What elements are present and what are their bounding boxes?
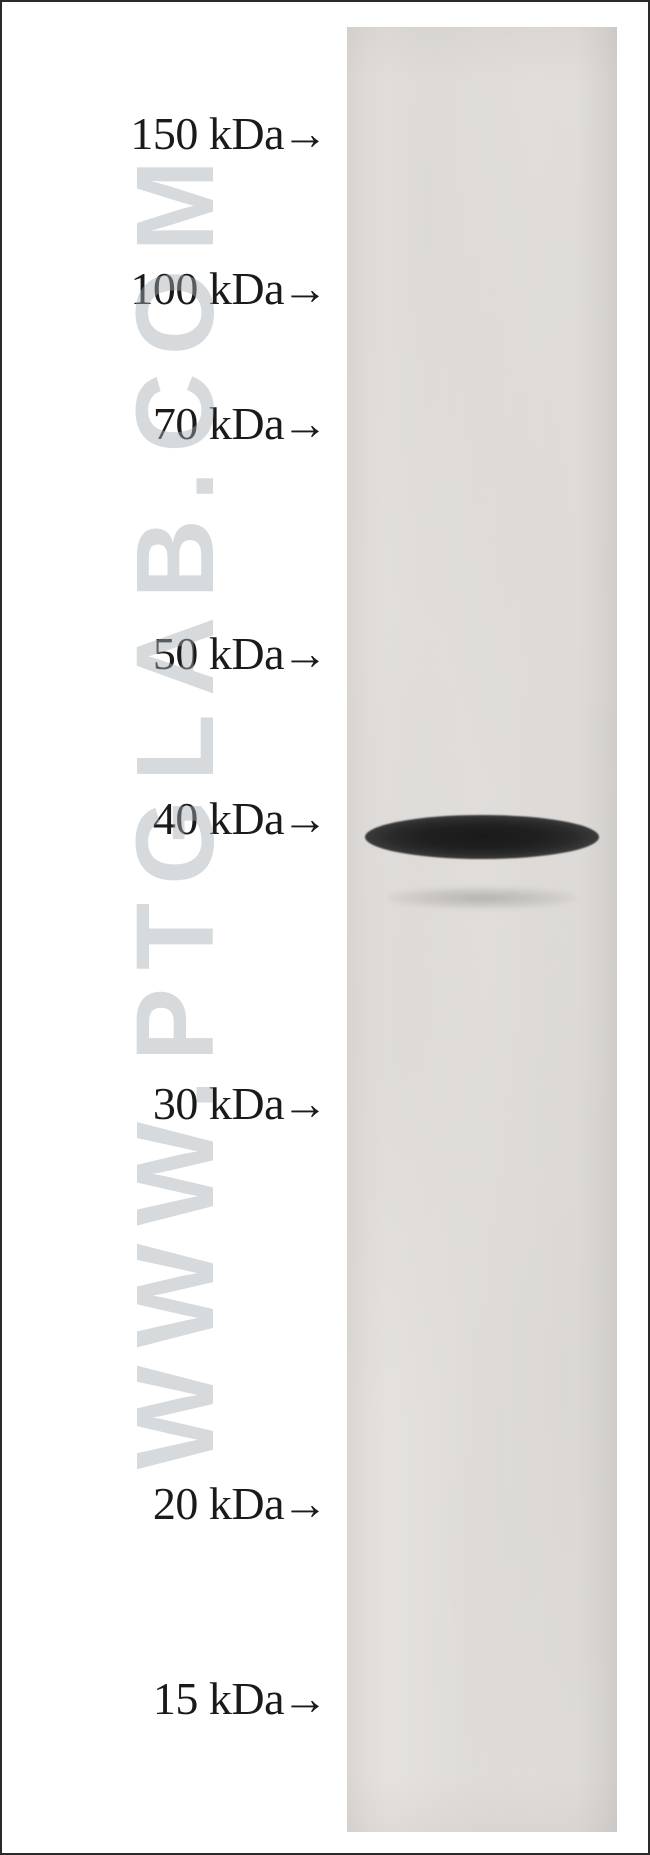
arrow-icon: → bbox=[282, 627, 328, 680]
blot-lane bbox=[347, 27, 617, 1832]
protein-band-faint bbox=[387, 887, 577, 909]
mw-marker-label: 50 kDa bbox=[153, 627, 284, 680]
mw-marker-20: 20 kDa→ bbox=[153, 1477, 328, 1530]
arrow-icon: → bbox=[282, 107, 328, 160]
mw-marker-label: 15 kDa bbox=[153, 1672, 284, 1725]
mw-marker-50: 50 kDa→ bbox=[153, 627, 328, 680]
mw-marker-label: 100 kDa bbox=[130, 262, 284, 315]
mw-marker-70: 70 kDa→ bbox=[153, 397, 328, 450]
arrow-icon: → bbox=[282, 262, 328, 315]
mw-marker-label: 70 kDa bbox=[153, 397, 284, 450]
mw-marker-label: 40 kDa bbox=[153, 792, 284, 845]
mw-marker-150: 150 kDa→ bbox=[130, 107, 328, 160]
mw-marker-label: 30 kDa bbox=[153, 1077, 284, 1130]
western-blot-figure: 150 kDa→ 100 kDa→ 70 kDa→ 50 kDa→ 40 kDa… bbox=[0, 0, 650, 1855]
mw-marker-100: 100 kDa→ bbox=[130, 262, 328, 315]
mw-marker-40: 40 kDa→ bbox=[153, 792, 328, 845]
mw-marker-30: 30 kDa→ bbox=[153, 1077, 328, 1130]
protein-band-main bbox=[365, 815, 599, 859]
mw-marker-label: 20 kDa bbox=[153, 1477, 284, 1530]
mw-marker-label: 150 kDa bbox=[130, 107, 284, 160]
arrow-icon: → bbox=[282, 1077, 328, 1130]
arrow-icon: → bbox=[282, 397, 328, 450]
arrow-icon: → bbox=[282, 792, 328, 845]
arrow-icon: → bbox=[282, 1672, 328, 1725]
mw-marker-15: 15 kDa→ bbox=[153, 1672, 328, 1725]
arrow-icon: → bbox=[282, 1477, 328, 1530]
